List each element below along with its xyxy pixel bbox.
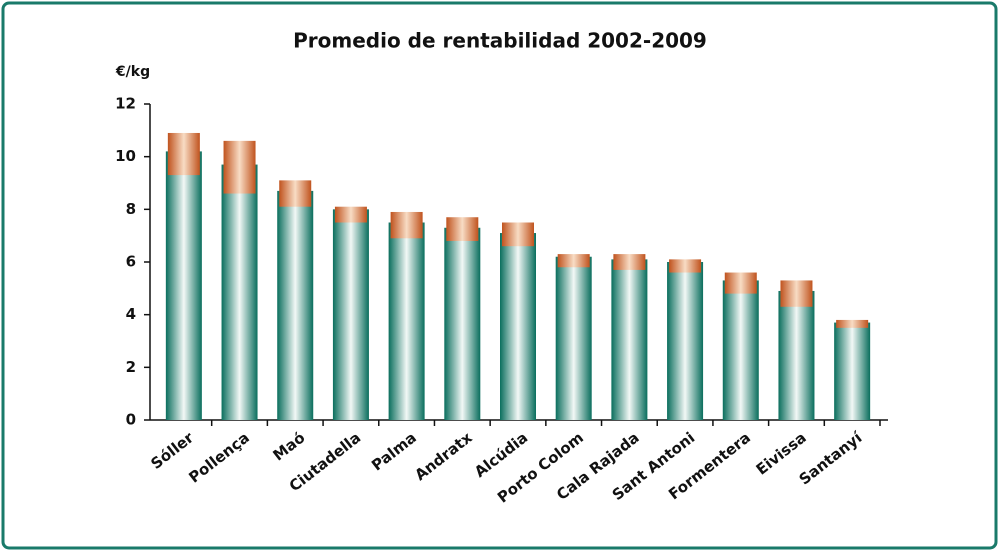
- range-box: [613, 254, 646, 270]
- y-tick-label: 0: [126, 411, 136, 429]
- bar: [500, 233, 536, 420]
- bar: [444, 227, 481, 420]
- y-tick-label: 10: [115, 147, 136, 165]
- range-box: [167, 132, 200, 176]
- range-box: [279, 180, 312, 207]
- range-box: [334, 206, 367, 223]
- bar: [277, 190, 314, 420]
- bar: [611, 259, 648, 420]
- chart-title: Promedio de rentabilidad 2002-2009: [293, 29, 707, 53]
- y-tick-label: 2: [126, 358, 136, 376]
- bar: [667, 262, 704, 420]
- y-tick-label: 6: [126, 253, 136, 271]
- range-box: [836, 319, 869, 328]
- y-tick-label: 12: [115, 95, 136, 113]
- bar: [221, 164, 258, 420]
- range-box: [446, 217, 479, 241]
- y-axis-label: €/kg: [115, 64, 150, 80]
- range-box: [502, 222, 534, 247]
- range-box: [724, 272, 757, 294]
- bar: [165, 151, 202, 420]
- y-tick-label: 4: [126, 305, 136, 323]
- y-tick-label: 8: [126, 200, 136, 218]
- bar: [778, 290, 815, 420]
- bar: [722, 280, 759, 420]
- range-box: [669, 259, 702, 273]
- bar: [388, 222, 425, 420]
- bar: [332, 209, 369, 420]
- bar: [555, 256, 592, 420]
- range-box: [223, 140, 256, 194]
- range-box: [780, 280, 813, 307]
- range-box: [390, 211, 423, 239]
- bar: [834, 322, 871, 420]
- range-box: [557, 254, 590, 268]
